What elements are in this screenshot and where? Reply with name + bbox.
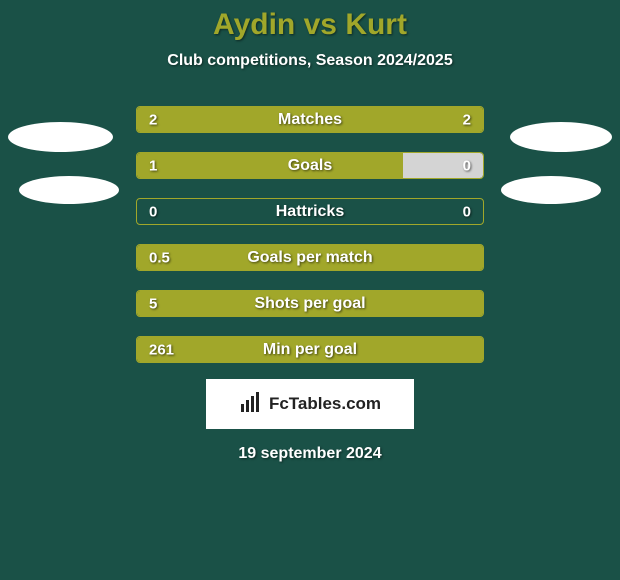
player2-avatar-bottom [501, 176, 601, 204]
player1-avatar-bottom [19, 176, 119, 204]
stat-value-left: 1 [149, 157, 157, 174]
player1-avatar-top [8, 122, 113, 152]
date-label: 19 september 2024 [0, 445, 620, 463]
stat-value-right: 0 [463, 203, 471, 220]
stat-bar-left [137, 337, 483, 362]
player2-avatar-top [510, 122, 612, 152]
stat-row: 261Min per goal [136, 336, 484, 363]
stat-label: Hattricks [137, 199, 483, 224]
title-player1: Aydin [213, 8, 295, 41]
stat-bar-left [137, 245, 483, 270]
stat-value-right: 2 [463, 111, 471, 128]
stat-bar-left [137, 153, 403, 178]
stat-row: 5Shots per goal [136, 290, 484, 317]
bar-chart-icon [239, 390, 263, 419]
stat-row: 0 0Hattricks [136, 198, 484, 225]
stat-value-left: 2 [149, 111, 157, 128]
title-vs: vs [304, 8, 337, 41]
stat-bar-right [403, 153, 483, 178]
subtitle: Club competitions, Season 2024/2025 [0, 52, 620, 70]
stat-value-right: 0 [463, 157, 471, 174]
title-player2: Kurt [345, 8, 407, 41]
stat-value-left: 5 [149, 295, 157, 312]
logo-text: FcTables.com [269, 394, 381, 414]
stat-value-left: 0.5 [149, 249, 170, 266]
stat-value-left: 261 [149, 341, 174, 358]
fctables-logo[interactable]: FcTables.com [206, 379, 414, 429]
comparison-card: Aydin vs Kurt Club competitions, Season … [0, 0, 620, 580]
stat-bar-left [137, 291, 483, 316]
stat-row: 0.5Goals per match [136, 244, 484, 271]
stat-row: 22Matches [136, 106, 484, 133]
stat-row: 10Goals [136, 152, 484, 179]
page-title: Aydin vs Kurt [0, 8, 620, 42]
stat-bar-right [310, 107, 483, 132]
stat-value-left: 0 [149, 203, 157, 220]
stat-bar-left [137, 107, 310, 132]
